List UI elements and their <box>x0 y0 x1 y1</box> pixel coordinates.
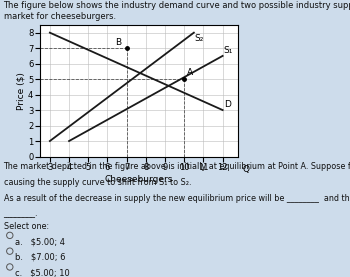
Circle shape <box>7 264 13 270</box>
Circle shape <box>7 232 13 238</box>
Text: Q: Q <box>243 165 250 174</box>
Text: a.   $5.00; 4: a. $5.00; 4 <box>15 237 65 246</box>
Text: causing the supply curve to shift from S₁ to S₂.: causing the supply curve to shift from S… <box>4 178 191 187</box>
Text: S₁: S₁ <box>224 46 233 55</box>
Circle shape <box>7 248 13 254</box>
Text: The figure below shows the industry demand curve and two possible industry suppl: The figure below shows the industry dema… <box>4 1 350 10</box>
Y-axis label: Price ($): Price ($) <box>16 72 25 110</box>
Text: A: A <box>187 68 193 77</box>
Text: As a result of the decrease in supply the new equilibrium price will be ________: As a result of the decrease in supply th… <box>4 194 350 202</box>
Text: The market depicted in the figure above is initially at equilibrium at Point A. : The market depicted in the figure above … <box>4 162 350 171</box>
Text: D: D <box>225 99 231 109</box>
X-axis label: Cheeseburgers: Cheeseburgers <box>105 175 173 184</box>
Text: S₂: S₂ <box>195 34 204 43</box>
Text: b.   $7.00; 6: b. $7.00; 6 <box>15 253 65 262</box>
Text: ________.: ________. <box>4 209 38 218</box>
Text: Select one:: Select one: <box>4 222 49 231</box>
Text: B: B <box>115 39 121 47</box>
Text: c.   $5.00; 10: c. $5.00; 10 <box>15 269 69 277</box>
Text: market for cheeseburgers.: market for cheeseburgers. <box>4 12 116 21</box>
